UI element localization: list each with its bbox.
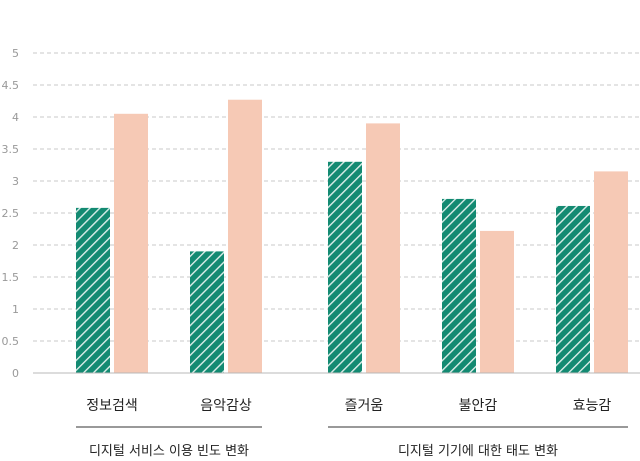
x-category-label: 효능감 — [573, 398, 612, 414]
x-category-label: 즐거움 — [345, 398, 384, 414]
y-tick-label: 2 — [12, 239, 19, 252]
bar-series-b — [114, 113, 148, 374]
y-tick-label: 5 — [12, 47, 19, 60]
x-category-label: 불안감 — [459, 398, 498, 414]
y-tick-label: 2.5 — [2, 207, 20, 220]
y-tick-label: 1 — [12, 303, 19, 316]
bar-series-a — [76, 207, 110, 373]
y-tick-label: 4.5 — [2, 79, 20, 92]
bars — [76, 99, 628, 374]
group-label: 디지털 기기에 대한 태도 변화 — [398, 444, 558, 457]
y-tick-label: 1.5 — [2, 271, 20, 284]
y-axis-tick-labels: 0 0.5 1 1.5 2 2.5 3 3.5 4 4.5 5 — [2, 47, 20, 380]
bar-series-b — [594, 171, 628, 373]
bar-series-b — [480, 230, 514, 373]
y-tick-label: 3 — [12, 175, 19, 188]
bar-series-a — [328, 161, 362, 373]
y-tick-label: 4 — [12, 111, 19, 124]
group-labels: 디지털 서비스 이용 빈도 변화 디지털 기기에 대한 태도 변화 — [76, 426, 628, 459]
bar-series-a — [556, 205, 590, 373]
x-axis-category-labels: 정보검색 음악감상 즐거움 불안감 효능감 — [86, 398, 611, 414]
y-tick-label: 0.5 — [2, 335, 20, 348]
group-label: 디지털 서비스 이용 빈도 변화 — [89, 444, 249, 457]
x-category-label: 음악감상 — [200, 398, 252, 414]
y-tick-label: 0 — [12, 367, 19, 380]
bar-series-a — [190, 251, 224, 373]
bar-series-a — [442, 198, 476, 373]
y-tick-label: 3.5 — [2, 143, 20, 156]
bar-series-b — [228, 99, 262, 373]
x-category-label: 정보검색 — [86, 398, 138, 414]
bar-series-b — [366, 123, 400, 374]
